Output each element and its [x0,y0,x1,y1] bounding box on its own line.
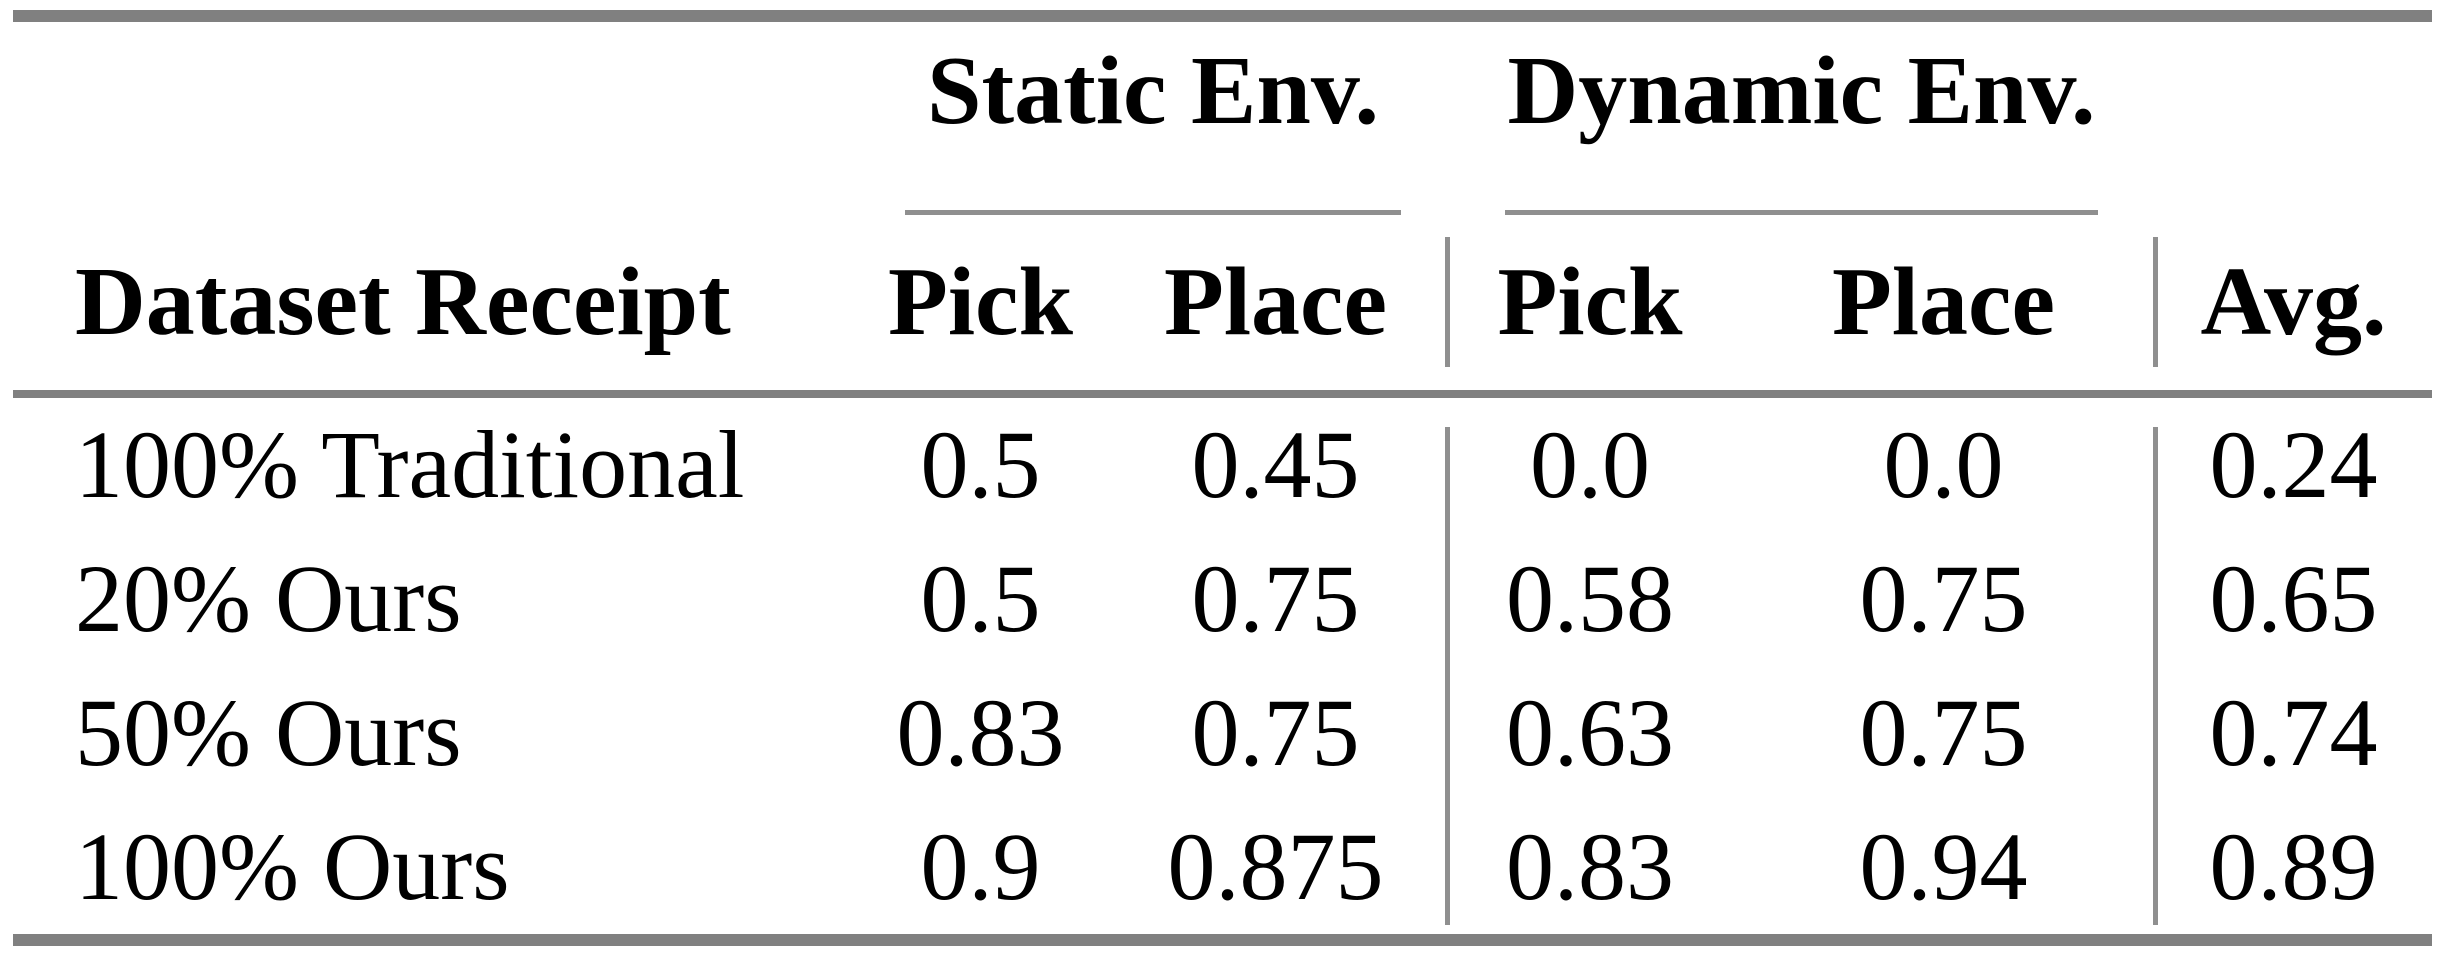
cell-static-place: 0.75 [1191,679,1360,787]
results-table-grid: Static Env. Dynamic Env. Dataset Receipt… [13,22,2433,934]
cell-static-pick: 0.9 [920,813,1041,921]
cell-static-place: 0.875 [1167,813,1384,921]
spacer-cell [13,22,858,215]
cell-dynamic-place: 0.75 [1859,679,2028,787]
column-header-static-pick: Pick [887,248,1074,357]
group-header-static-env-cell: Static Env. [858,22,1448,215]
cell-dynamic-place: 0.0 [1883,411,2004,519]
group-header-dynamic-env: Dynamic Env. [1507,37,2096,145]
cell-dynamic-pick: 0.0 [1530,411,1650,519]
spacer-cell [2155,22,2432,215]
row-label: 100% Traditional [75,411,745,519]
table-row: 100% Traditional 0.5 0.45 0.0 0.0 0.24 [13,398,2432,532]
cell-avg: 0.65 [2209,545,2378,653]
cell-static-pick: 0.5 [920,411,1041,519]
column-header-row: Dataset Receipt Pick Place Pick Place Av… [13,215,2432,390]
group-header-row: Static Env. Dynamic Env. [13,22,2432,215]
cell-dynamic-place: 0.94 [1859,813,2028,921]
column-header-avg: Avg. [2200,248,2387,357]
table-top-rule [13,10,2432,22]
midrule-row [13,389,2433,398]
cmidrule-static [905,209,1401,215]
cell-dynamic-place: 0.75 [1859,545,2028,653]
results-table: Static Env. Dynamic Env. Dataset Receipt… [13,10,2433,946]
table-row: 50% Ours 0.83 0.75 0.63 0.75 0.74 [13,666,2432,800]
table-mid-rule [13,389,2433,398]
spacer-cell [13,389,2433,398]
column-header-dataset-receipt: Dataset Receipt [75,248,731,357]
cell-static-pick: 0.83 [896,679,1065,787]
vertical-rule-dynamic-body [1445,427,1450,925]
vertical-rule-avg-header [2153,237,2158,367]
cmidrule-dynamic [1504,209,2099,215]
cell-avg: 0.89 [2209,813,2378,921]
cell-static-place: 0.75 [1191,545,1360,653]
cell-dynamic-pick: 0.63 [1506,679,1674,787]
row-label: 20% Ours [75,545,462,653]
vertical-rule-avg-body [2153,427,2158,925]
cell-static-place: 0.45 [1191,411,1360,519]
group-header-dynamic-env-cell: Dynamic Env. [1448,22,2155,215]
table-bottom-rule [13,933,2432,946]
table-row: 20% Ours 0.5 0.75 0.58 0.75 0.65 [13,532,2432,666]
table-row: 100% Ours 0.9 0.875 0.83 0.94 0.89 [13,800,2432,934]
column-header-static-place: Place [1163,248,1388,357]
column-header-dynamic-place: Place [1831,248,2056,357]
cell-dynamic-pick: 0.83 [1506,813,1674,921]
group-header-static-env: Static Env. [927,37,1379,145]
cell-dynamic-pick: 0.58 [1506,545,1674,653]
cell-avg: 0.74 [2209,679,2378,787]
cell-static-pick: 0.5 [920,545,1041,653]
column-header-dynamic-pick: Pick [1497,248,1683,357]
row-label: 100% Ours [75,813,510,921]
row-label: 50% Ours [75,679,462,787]
cell-avg: 0.24 [2209,411,2378,519]
vertical-rule-dynamic-header [1445,237,1450,367]
